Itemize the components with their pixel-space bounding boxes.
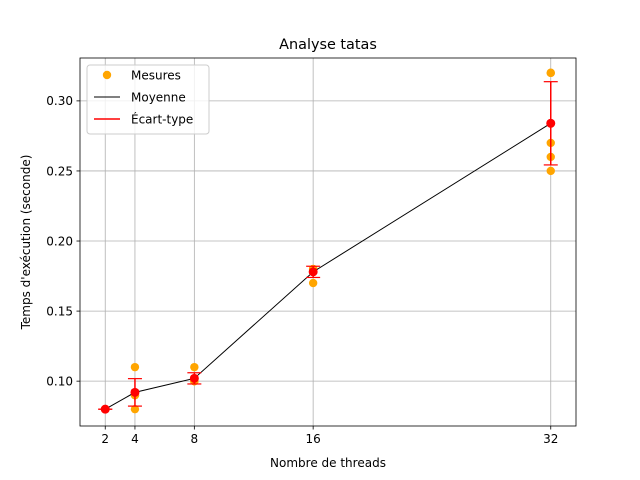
y-tick-label: 0.10: [46, 374, 73, 388]
data-layer: [98, 68, 558, 414]
x-tick-label: 2: [101, 432, 109, 446]
x-tick-label: 8: [191, 432, 199, 446]
measurement-point: [130, 362, 140, 372]
mean-point: [100, 404, 110, 414]
y-tick-label: 0.25: [46, 164, 73, 178]
y-axis-label: Temps d'exécution (seconde): [19, 155, 33, 331]
measurement-point: [546, 68, 555, 78]
mean-point: [130, 387, 140, 397]
measurement-point: [130, 404, 140, 414]
y-tick-label: 0.15: [46, 304, 73, 318]
x-tick-label: 32: [543, 432, 558, 446]
legend-label-moyenne: Moyenne: [131, 91, 186, 105]
legend-marker-mesures: [102, 70, 112, 80]
y-tick-label: 0.30: [46, 94, 73, 108]
mean-point: [308, 267, 318, 277]
legend-box: [86, 64, 210, 135]
mean-point: [189, 373, 199, 383]
x-axis-label: Nombre de threads: [270, 456, 386, 470]
legend-label-mesures: Mesures: [131, 69, 181, 83]
ticks: 2 4 8 16 32 0.10 0.15 0.20 0.25 0.30: [46, 94, 558, 446]
x-tick-label: 4: [131, 432, 139, 446]
y-tick-label: 0.20: [46, 234, 73, 248]
chart-title: Analyse tatas: [279, 37, 377, 53]
measurement-point: [190, 362, 199, 372]
x-tick-label: 16: [306, 432, 321, 446]
measurement-point: [308, 278, 318, 288]
legend-label-ecart-type: Écart-type: [131, 112, 193, 127]
measurement-point: [546, 166, 555, 176]
plot-frame: [79, 57, 577, 427]
mean-point: [546, 118, 556, 128]
legend: Mesures Moyenne Écart-type: [86, 64, 210, 135]
